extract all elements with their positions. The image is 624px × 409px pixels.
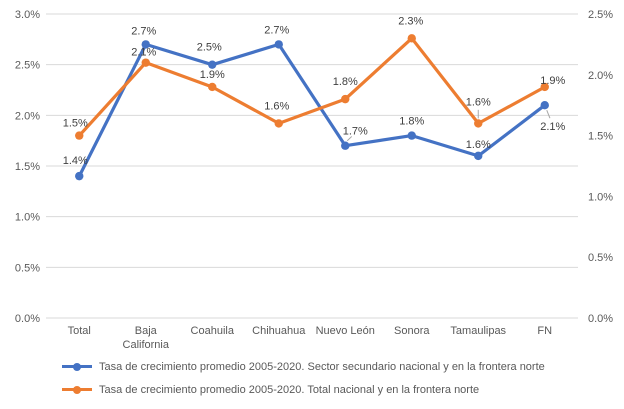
series-line-orange xyxy=(77,36,547,138)
data-point-marker xyxy=(407,131,416,140)
chart-legend: Tasa de crecimiento promedio 2005-2020. … xyxy=(62,355,545,401)
data-label: 1.9% xyxy=(200,69,225,81)
legend-marker-blue-line-icon xyxy=(62,362,92,371)
right-axis-tick-label: 0.0% xyxy=(588,313,613,325)
data-point-marker xyxy=(208,60,217,69)
legend-item-sector-secundario: Tasa de crecimiento promedio 2005-2020. … xyxy=(62,355,545,378)
data-label: 1.6% xyxy=(466,139,491,151)
data-label: 2.7% xyxy=(264,24,289,36)
category-label: Tamaulipas xyxy=(450,325,506,337)
data-point-marker xyxy=(540,101,549,110)
category-label: Nuevo León xyxy=(316,325,375,337)
category-label: FN xyxy=(537,325,552,337)
data-label: 1.5% xyxy=(63,118,88,130)
data-point-marker xyxy=(141,40,150,49)
right-axis-tick-label: 2.0% xyxy=(588,70,613,82)
right-axis-tick-label: 1.0% xyxy=(588,191,613,203)
legend-item-total-nacional: Tasa de crecimiento promedio 2005-2020. … xyxy=(62,378,545,401)
data-label: 1.4% xyxy=(63,155,88,167)
legend-marker-orange-line-icon xyxy=(62,385,92,394)
data-point-marker xyxy=(75,171,84,181)
left-axis-tick-label: 2.5% xyxy=(15,60,40,72)
series-line-blue xyxy=(77,42,547,178)
data-label-leader-line xyxy=(346,136,353,142)
category-label: Baja xyxy=(135,325,158,337)
left-axis-tick-label: 2.0% xyxy=(15,110,40,122)
data-point-marker xyxy=(341,141,350,150)
category-label: Total xyxy=(68,325,91,337)
data-label: 1.8% xyxy=(399,116,424,128)
data-label: 1.6% xyxy=(466,96,491,108)
data-label: 2.3% xyxy=(398,15,423,27)
data-label: 1.9% xyxy=(540,75,565,87)
data-label: 2.7% xyxy=(131,25,156,37)
data-label: 1.7% xyxy=(343,126,368,138)
left-axis-tick-label: 0.5% xyxy=(15,262,40,274)
legend-label-total-nacional: Tasa de crecimiento promedio 2005-2020. … xyxy=(99,383,480,396)
data-point-marker xyxy=(274,40,283,49)
data-label-leader-line xyxy=(546,110,551,119)
data-point-marker xyxy=(141,58,150,67)
right-axis-tick-label: 1.5% xyxy=(588,131,613,143)
left-axis-tick-label: 0.0% xyxy=(15,313,40,325)
data-point-marker xyxy=(274,119,283,128)
data-point-marker xyxy=(474,119,483,128)
category-label: Coahuila xyxy=(191,325,235,337)
left-axis-tick-label: 1.0% xyxy=(15,212,40,224)
category-label: California xyxy=(123,339,170,351)
data-label: 2.1% xyxy=(540,121,565,133)
chart-plot-area: 3.0% 2.5% 2.0% 1.5% 1.0% 0.5% 0.0% 2.5% 2.0% 1.5%… xyxy=(15,9,613,351)
data-label: 2.5% xyxy=(197,42,222,54)
right-axis-tick-label: 0.5% xyxy=(588,252,613,264)
data-point-marker xyxy=(208,82,217,92)
legend-label-sector-secundario: Tasa de crecimiento promedio 2005-2020. … xyxy=(99,360,545,373)
data-label: 1.6% xyxy=(264,100,289,112)
data-point-marker xyxy=(407,34,416,43)
data-point-marker xyxy=(540,82,549,92)
data-point-marker xyxy=(341,94,350,104)
category-label: Chihuahua xyxy=(252,325,306,337)
data-label: 1.8% xyxy=(333,76,358,88)
data-point-marker xyxy=(75,131,84,140)
data-label: 2.1% xyxy=(131,47,156,59)
right-axis-tick-label: 2.5% xyxy=(588,9,613,21)
left-axis-tick-label: 1.5% xyxy=(15,161,40,173)
category-label: Sonora xyxy=(394,325,430,337)
data-point-marker xyxy=(474,151,483,161)
left-axis-tick-label: 3.0% xyxy=(15,9,40,21)
